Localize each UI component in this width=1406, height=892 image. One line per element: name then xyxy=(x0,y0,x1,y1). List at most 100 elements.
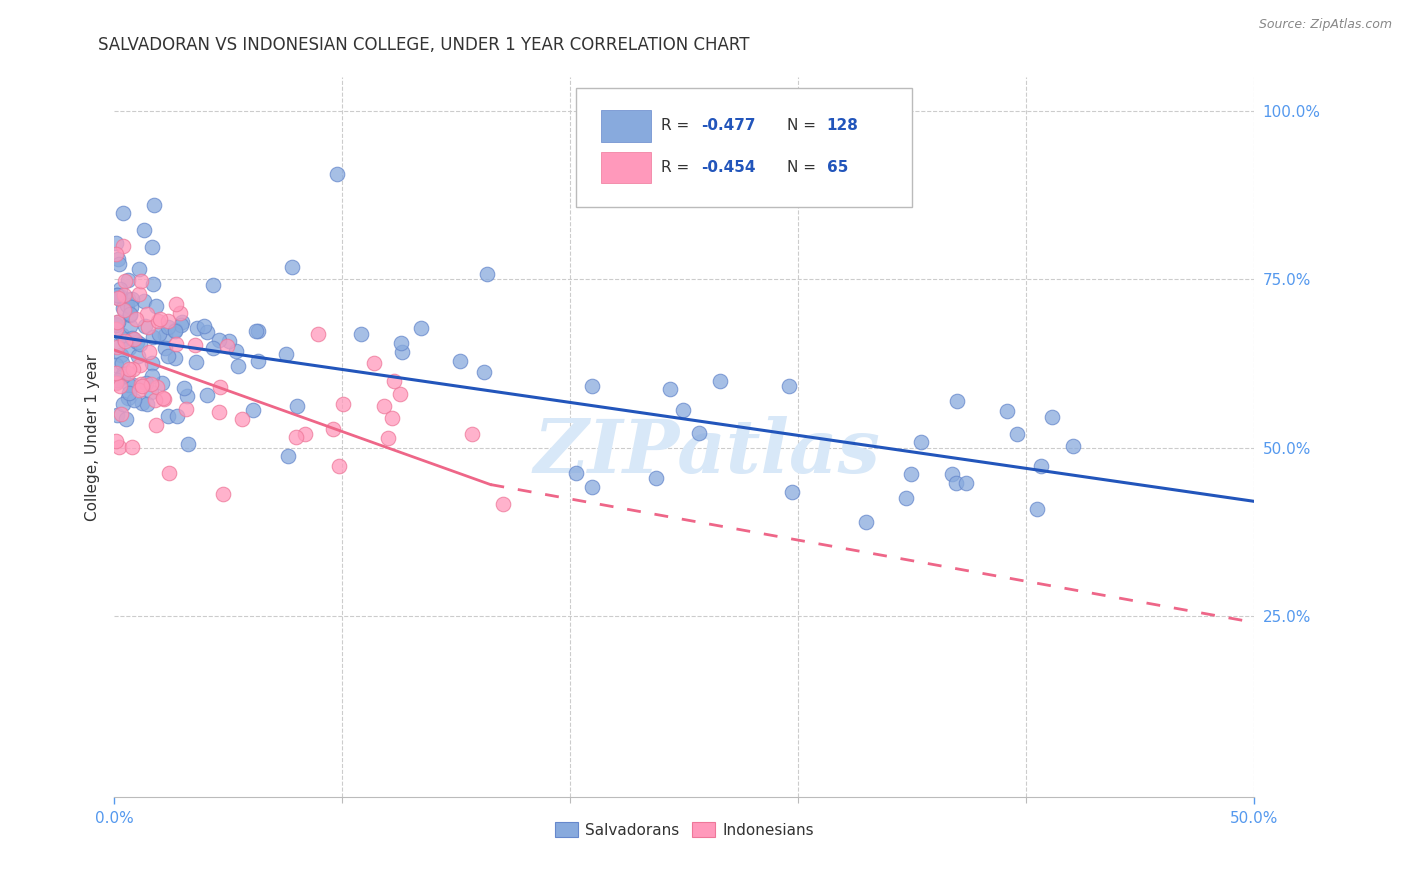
Point xyxy=(153,392,176,406)
Point xyxy=(1062,439,1084,453)
Point xyxy=(142,277,165,292)
Point xyxy=(165,337,187,351)
Point xyxy=(105,318,128,333)
Point xyxy=(146,380,169,394)
Point xyxy=(170,318,193,333)
Point xyxy=(128,384,150,398)
Point xyxy=(218,334,240,348)
Text: -0.454: -0.454 xyxy=(702,160,756,175)
Point xyxy=(166,409,188,424)
Point xyxy=(120,301,142,315)
Point xyxy=(246,324,269,338)
Point xyxy=(215,339,238,353)
Point xyxy=(382,375,405,389)
Point xyxy=(644,470,666,484)
Point xyxy=(201,341,224,355)
Text: R =: R = xyxy=(661,160,695,175)
Point xyxy=(139,376,162,391)
Point xyxy=(111,356,134,370)
Point xyxy=(156,349,179,363)
Point xyxy=(492,497,515,511)
Point xyxy=(145,418,167,433)
Point xyxy=(294,426,316,441)
Point xyxy=(105,373,128,387)
Point xyxy=(118,362,141,376)
Point xyxy=(111,327,134,342)
Point xyxy=(121,361,143,376)
Point xyxy=(131,274,153,288)
Point xyxy=(114,334,136,348)
Point xyxy=(105,288,128,302)
Point xyxy=(117,292,139,306)
Text: 128: 128 xyxy=(827,118,859,133)
Point xyxy=(141,356,163,370)
Point xyxy=(176,437,198,451)
Point xyxy=(149,312,172,326)
Point xyxy=(377,431,399,445)
Point xyxy=(129,358,152,372)
Point xyxy=(112,368,135,383)
Point xyxy=(115,412,138,426)
Point xyxy=(118,378,141,392)
Point xyxy=(165,323,187,337)
Point xyxy=(148,314,170,328)
Point xyxy=(111,397,134,411)
Point xyxy=(363,356,385,370)
Point xyxy=(105,315,128,329)
Point xyxy=(307,326,329,341)
Point xyxy=(157,409,180,423)
Point xyxy=(153,341,176,355)
Point xyxy=(111,239,134,253)
Point xyxy=(328,458,350,473)
Point xyxy=(277,449,299,463)
Point xyxy=(475,267,498,281)
Point xyxy=(105,375,128,389)
Text: N =: N = xyxy=(787,118,821,133)
Point xyxy=(105,367,128,381)
Point xyxy=(208,404,231,418)
Point xyxy=(135,376,157,390)
Point xyxy=(285,399,308,413)
Point xyxy=(285,430,308,444)
Point xyxy=(152,391,174,405)
Point xyxy=(159,466,181,480)
Point xyxy=(380,411,402,425)
Point xyxy=(112,367,135,381)
Point xyxy=(132,223,155,237)
Point xyxy=(105,247,128,261)
Point xyxy=(108,257,131,271)
Point xyxy=(118,342,141,356)
Point xyxy=(143,198,166,212)
Point xyxy=(1026,502,1049,516)
Point xyxy=(145,300,167,314)
Point xyxy=(121,331,143,345)
Point xyxy=(1005,427,1028,442)
Point xyxy=(672,403,695,417)
Point xyxy=(945,394,967,409)
Point xyxy=(105,317,128,331)
Point xyxy=(128,262,150,277)
Point xyxy=(107,315,129,329)
Point xyxy=(110,371,132,385)
Point xyxy=(169,306,191,320)
Point xyxy=(658,382,681,396)
Point xyxy=(896,491,918,506)
Point xyxy=(156,320,179,334)
Point xyxy=(472,365,495,379)
Point xyxy=(121,440,143,454)
Point xyxy=(111,206,134,220)
Point xyxy=(134,294,156,309)
Point xyxy=(176,389,198,403)
Point xyxy=(131,379,153,393)
Point xyxy=(322,421,344,435)
FancyBboxPatch shape xyxy=(600,152,651,183)
Point xyxy=(389,387,412,401)
Point xyxy=(118,385,141,400)
Point xyxy=(112,332,135,346)
Point xyxy=(122,378,145,392)
Point xyxy=(143,393,166,408)
Point xyxy=(941,467,963,481)
Point xyxy=(127,349,149,363)
Point xyxy=(138,345,160,359)
Point xyxy=(150,376,173,390)
